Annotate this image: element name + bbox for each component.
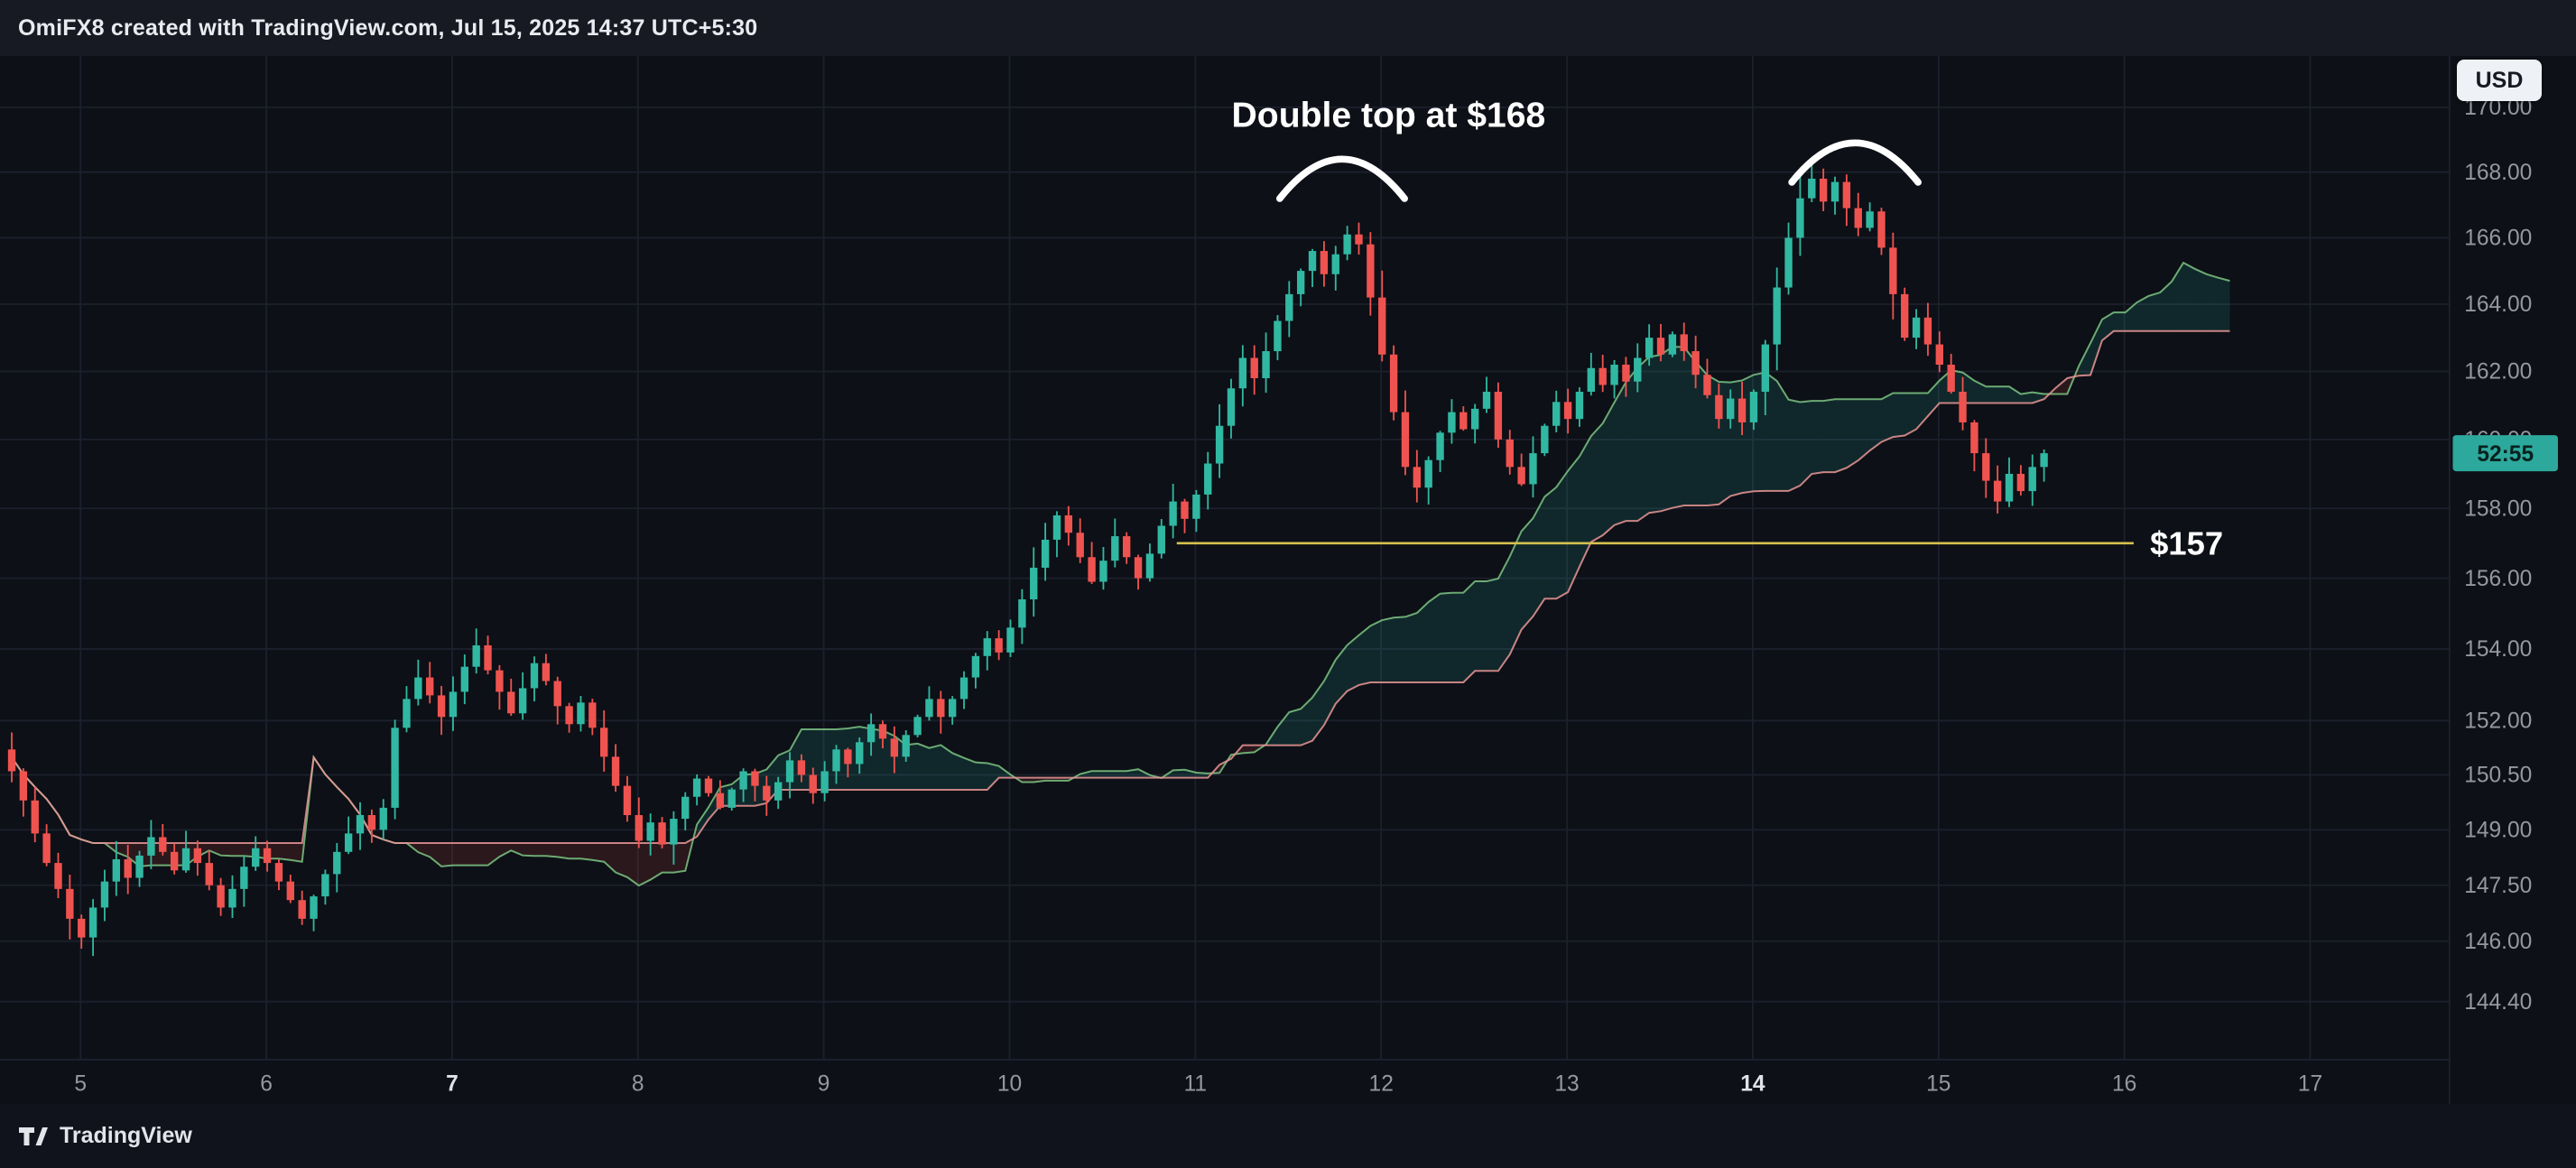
time-axis-label: 16 xyxy=(2112,1071,2136,1096)
time-axis-label: 6 xyxy=(260,1071,273,1096)
horizontal-line-157[interactable]: $157 xyxy=(1176,525,2223,562)
price-axis[interactable]: 170.00168.00166.00164.00162.00160.00158.… xyxy=(2464,96,2532,1015)
chart-grid xyxy=(0,56,2450,1060)
price-axis-label: 168.00 xyxy=(2464,161,2532,185)
price-axis-label: 158.00 xyxy=(2464,496,2532,521)
price-badge-text: 52:55 xyxy=(2477,442,2534,467)
tradingview-logo-icon[interactable] xyxy=(18,1125,49,1148)
ichimoku-cloud xyxy=(11,261,2230,887)
time-axis-label: 5 xyxy=(74,1071,87,1096)
time-axis-label: 12 xyxy=(1369,1071,1394,1096)
time-axis[interactable]: 5 6 7 8 9 10 11 12 13 14 15 16 17 xyxy=(74,1071,2322,1096)
time-axis-label: 8 xyxy=(632,1071,644,1096)
price-axis-label: 146.00 xyxy=(2464,930,2532,954)
time-axis-label: 11 xyxy=(1184,1071,1207,1096)
time-axis-label: 15 xyxy=(1926,1071,1951,1096)
footer-bar: TradingView xyxy=(0,1104,2576,1168)
chart-header: OmiFX8 created with TradingView.com, Jul… xyxy=(0,0,2576,56)
currency-toggle-button[interactable]: USD xyxy=(2457,60,2542,101)
ichimoku-lead-b-line xyxy=(11,329,2230,845)
candlestick-series xyxy=(7,162,2048,957)
price-axis-label: 164.00 xyxy=(2464,292,2532,317)
chart-area: $157 Double top at $168 170.00 168.00 166.00… xyxy=(0,56,2576,1104)
double-top-arc-1[interactable] xyxy=(1275,155,1408,202)
price-axis-label: 166.00 xyxy=(2464,227,2532,251)
chart-attribution-text: OmiFX8 created with TradingView.com, Jul… xyxy=(18,14,758,41)
time-axis-label: 7 xyxy=(446,1071,459,1096)
hline-price-label: $157 xyxy=(2150,525,2223,562)
time-axis-label: 13 xyxy=(1554,1071,1579,1096)
double-top-annotation[interactable]: Double top at $168 xyxy=(1232,96,1546,134)
time-axis-label: 14 xyxy=(1740,1071,1765,1096)
price-axis-label: 147.50 xyxy=(2464,874,2532,898)
price-axis-label: 162.00 xyxy=(2464,360,2532,385)
double-top-arc-2[interactable] xyxy=(1788,139,1922,186)
price-axis-label: 144.40 xyxy=(2464,990,2532,1015)
tradingview-brand-text[interactable]: TradingView xyxy=(60,1123,192,1148)
price-axis-label: 149.00 xyxy=(2464,818,2532,842)
time-axis-label: 10 xyxy=(997,1071,1022,1096)
time-axis-label: 17 xyxy=(2298,1071,2322,1096)
price-axis-label: 156.00 xyxy=(2464,567,2532,591)
time-axis-label: 9 xyxy=(818,1071,830,1096)
price-axis-label: 154.00 xyxy=(2464,637,2532,662)
price-axis-label: 152.00 xyxy=(2464,709,2532,733)
price-axis-label: 150.50 xyxy=(2464,764,2532,788)
ichimoku-lead-a-line xyxy=(11,261,2230,887)
price-badge: 52:55 xyxy=(2452,435,2558,472)
